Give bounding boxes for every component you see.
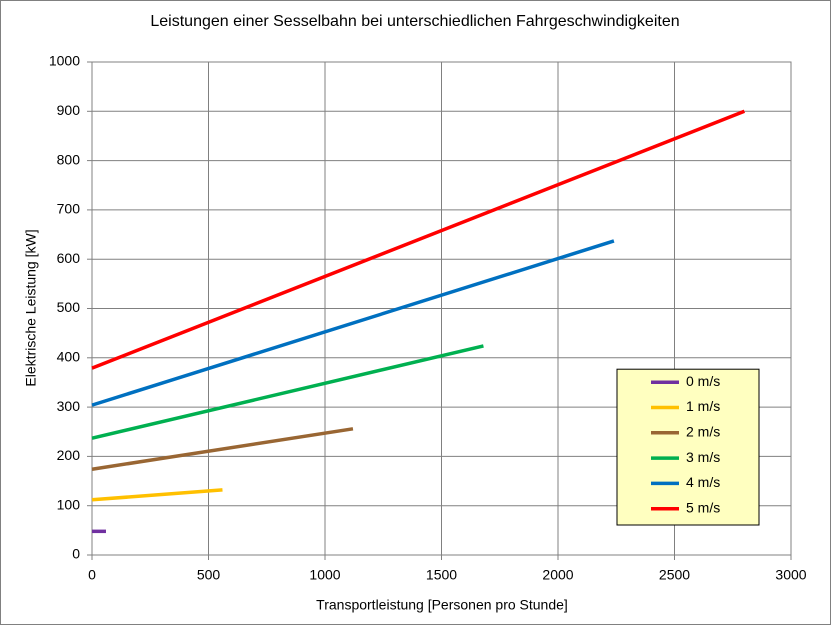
x-tick-label: 2000 [542, 567, 573, 583]
x-axis-label: Transportleistung [Personen pro Stunde] [316, 597, 568, 613]
x-tick-label: 2500 [659, 567, 690, 583]
y-axis-label: Elektrische Leistung [kW] [23, 229, 39, 386]
chart-title: Leistungen einer Sesselbahn bei untersch… [150, 13, 679, 30]
series-line [91, 109, 746, 370]
legend-label: 1 m/s [686, 398, 720, 414]
legend-box [616, 368, 760, 526]
y-tick-label: 800 [57, 151, 81, 167]
y-tick-label: 900 [57, 102, 81, 118]
legend-label: 2 m/s [686, 424, 720, 440]
legend-label: 3 m/s [686, 449, 720, 465]
legend-label: 5 m/s [686, 499, 720, 515]
y-tick-label: 1000 [49, 53, 80, 69]
x-tick-label: 0 [88, 567, 96, 583]
y-tick-label: 300 [57, 398, 81, 414]
y-tick-label: 200 [57, 447, 81, 463]
y-tick-label: 700 [57, 201, 81, 217]
legend-label: 0 m/s [686, 373, 720, 389]
y-tick-label: 600 [57, 250, 81, 266]
x-tick-label: 500 [197, 567, 221, 583]
series-line [91, 488, 223, 502]
x-tick-label: 3000 [775, 567, 806, 583]
series-line [91, 239, 615, 407]
y-tick-label: 500 [57, 299, 81, 315]
x-tick-label: 1500 [426, 567, 457, 583]
legend-label: 4 m/s [686, 474, 720, 490]
y-tick-label: 400 [57, 349, 81, 365]
y-tick-label: 100 [57, 496, 81, 512]
y-tick-label: 0 [72, 546, 80, 562]
series-line [91, 344, 484, 440]
series-line [91, 427, 354, 471]
x-tick-label: 1000 [309, 567, 340, 583]
